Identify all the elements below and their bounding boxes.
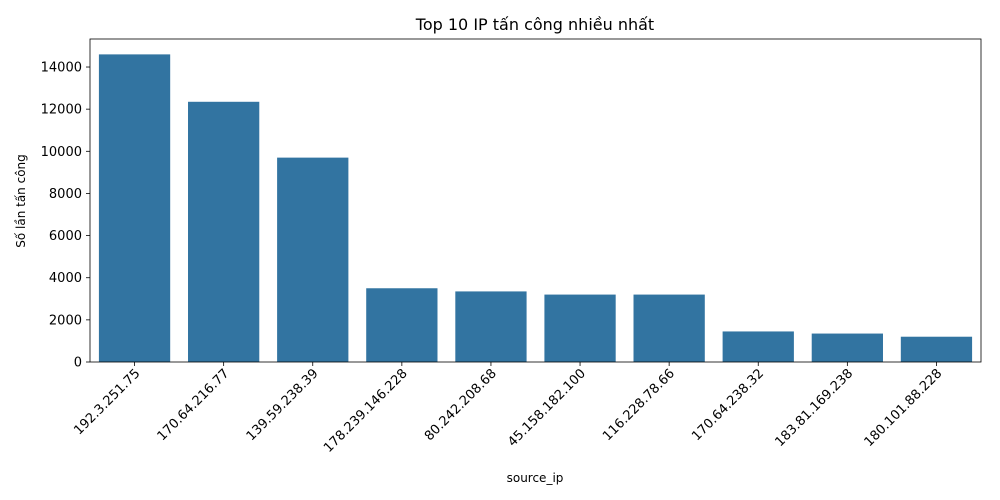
- bar-4: [455, 291, 527, 362]
- bar-6: [633, 294, 705, 362]
- x-tick-label-4: 80.242.208.68: [422, 366, 500, 444]
- x-tick-label-1: 170.64.216.77: [155, 366, 233, 444]
- y-tick-label-1: 2000: [49, 313, 82, 328]
- y-tick-label-6: 12000: [41, 103, 82, 118]
- bar-9: [900, 336, 973, 362]
- bar-2: [277, 157, 349, 362]
- bar-1: [188, 101, 260, 362]
- x-tick-label-8: 183.81.169.238: [772, 366, 856, 450]
- x-tick-label-3: 178.239.146.228: [321, 366, 411, 456]
- bars-group: [98, 54, 973, 362]
- bar-5: [544, 294, 616, 362]
- bar-8: [811, 333, 883, 362]
- y-axis-label: Số lần tấn công: [14, 154, 28, 248]
- bar-0: [98, 54, 171, 362]
- plot-frame: [89, 38, 982, 363]
- x-tick-label-0: 192.3.251.75: [71, 366, 143, 438]
- y-tick-label-5: 10000: [41, 145, 82, 160]
- y-axis: 0 2000 4000 6000 8000 10000 12000 14000: [41, 61, 90, 371]
- x-tick-label-9: 180.101.88.228: [862, 366, 946, 450]
- x-axis: 192.3.251.75 170.64.216.77 139.59.238.39 17…: [71, 362, 945, 456]
- y-tick-label-3: 6000: [49, 229, 82, 244]
- x-axis-label: source_ip: [507, 471, 564, 485]
- x-tick-label-6: 116.228.78.66: [600, 366, 678, 444]
- chart-title: Top 10 IP tấn công nhiều nhất: [415, 15, 654, 34]
- x-tick-label-5: 45.158.182.100: [505, 366, 589, 450]
- x-tick-label-7: 170.64.238.32: [689, 366, 767, 444]
- y-tick-label-4: 8000: [49, 187, 82, 202]
- y-tick-label-2: 4000: [49, 271, 82, 286]
- bar-3: [366, 288, 438, 362]
- y-tick-label-0: 0: [74, 356, 82, 371]
- bar-7: [722, 331, 794, 362]
- x-tick-label-2: 139.59.238.39: [244, 366, 322, 444]
- y-tick-label-7: 14000: [41, 61, 82, 76]
